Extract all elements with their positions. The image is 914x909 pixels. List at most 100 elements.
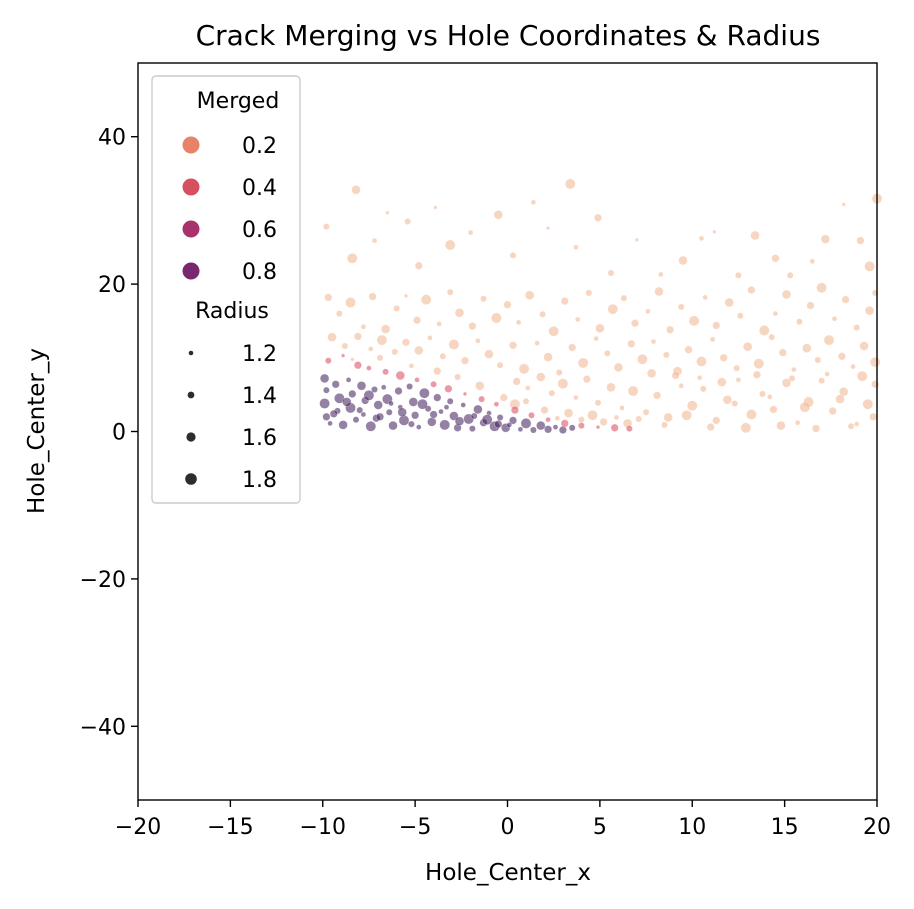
data-point — [564, 178, 576, 190]
legend-size-label: 1.6 — [242, 426, 277, 451]
data-point — [385, 408, 393, 416]
data-point — [776, 420, 786, 431]
data-point — [806, 301, 815, 310]
data-point — [548, 325, 560, 337]
data-point — [709, 336, 716, 343]
data-point — [530, 426, 537, 434]
data-point — [733, 364, 740, 372]
data-point — [735, 377, 742, 383]
data-point — [539, 310, 546, 318]
data-point — [722, 395, 733, 405]
data-point — [398, 415, 410, 426]
data-point — [388, 420, 398, 431]
data-point — [837, 352, 846, 361]
data-point — [525, 290, 535, 300]
data-point — [509, 252, 517, 259]
data-point — [433, 367, 442, 376]
data-point — [752, 370, 761, 379]
data-point — [433, 205, 438, 210]
data-point — [468, 322, 477, 331]
data-point — [331, 380, 340, 389]
data-point — [696, 356, 707, 367]
x-tick-label: 10 — [678, 815, 706, 840]
data-point — [699, 385, 707, 393]
data-point — [869, 356, 881, 368]
data-point — [373, 400, 383, 410]
data-point — [414, 261, 423, 270]
data-point — [555, 369, 563, 376]
data-point — [484, 349, 494, 359]
data-point — [634, 237, 639, 242]
data-point — [460, 356, 470, 365]
data-point — [712, 416, 721, 425]
data-point — [856, 236, 865, 245]
data-point — [382, 368, 390, 376]
data-point — [510, 406, 519, 415]
data-point — [799, 401, 811, 413]
data-point — [637, 353, 648, 365]
data-point — [781, 378, 792, 388]
data-point — [395, 370, 405, 381]
data-point — [408, 363, 415, 369]
data-point — [627, 385, 639, 397]
data-point — [686, 400, 698, 412]
data-point — [436, 321, 442, 327]
data-point — [856, 370, 868, 382]
data-point — [560, 419, 569, 428]
data-point — [824, 371, 830, 377]
legend-size-label: 1.2 — [242, 342, 277, 367]
data-point — [329, 409, 338, 418]
data-point — [528, 411, 535, 419]
data-point — [619, 405, 625, 411]
data-point — [585, 289, 593, 297]
data-point — [462, 391, 468, 396]
data-point — [414, 345, 424, 356]
data-point — [323, 223, 330, 231]
data-point — [599, 417, 608, 426]
data-point — [835, 394, 845, 404]
data-point — [345, 377, 352, 383]
data-point — [661, 421, 668, 429]
legend-hue-marker — [182, 262, 200, 280]
data-point — [578, 422, 585, 430]
legend-hue-label: 0.6 — [242, 218, 277, 243]
data-point — [794, 419, 801, 426]
data-point — [681, 409, 693, 421]
data-point — [368, 292, 377, 301]
data-point — [595, 323, 605, 333]
data-point — [557, 378, 569, 389]
x-axis-ticks: −20 −15 −10 −5 0 5 10 15 20 — [115, 800, 891, 840]
data-point — [678, 255, 688, 266]
data-point — [593, 335, 599, 342]
data-point — [544, 425, 553, 434]
y-axis-ticks: −40 −20 0 20 40 — [80, 126, 138, 740]
data-point — [481, 414, 493, 426]
data-point — [439, 352, 447, 360]
data-point — [515, 319, 522, 326]
data-point — [568, 424, 576, 432]
data-point — [750, 230, 760, 241]
data-point — [345, 297, 356, 308]
data-point — [416, 424, 422, 430]
data-point — [475, 338, 481, 344]
data-point — [658, 271, 664, 278]
data-point — [574, 316, 581, 323]
data-point — [342, 397, 352, 407]
data-point — [554, 415, 561, 421]
data-point — [635, 415, 643, 423]
data-point — [573, 394, 579, 401]
data-point — [454, 308, 465, 318]
data-point — [743, 342, 753, 352]
y-axis-label: Hole_Center_y — [24, 348, 50, 514]
data-point — [702, 294, 708, 301]
data-point — [348, 389, 357, 398]
data-point — [322, 412, 331, 421]
data-point — [420, 294, 432, 305]
data-point — [427, 417, 437, 427]
data-point — [380, 384, 387, 391]
data-point — [493, 210, 503, 220]
data-point — [540, 406, 549, 415]
data-point — [582, 375, 591, 384]
data-point — [446, 397, 454, 405]
data-point — [781, 289, 792, 300]
